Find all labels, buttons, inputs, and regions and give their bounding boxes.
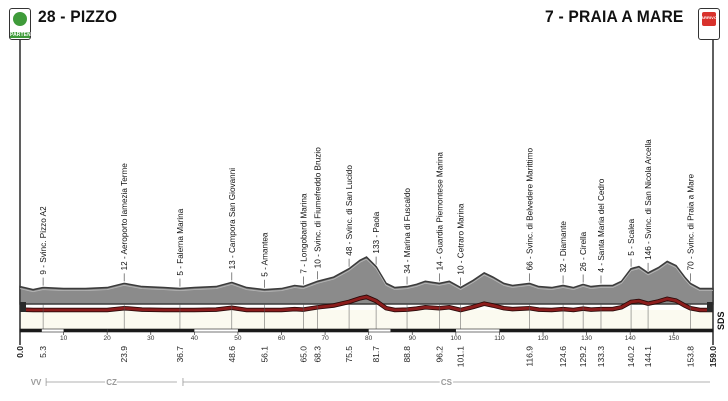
province-code: CZ [106, 378, 117, 387]
distance-label: 101.1 [456, 346, 466, 368]
x-tick-label: 140 [625, 335, 636, 342]
distance-label: 65.0 [298, 346, 308, 363]
km-strip-segment [63, 329, 108, 332]
waypoint-label: 133 - Paola [372, 211, 381, 253]
x-tick-label: 80 [365, 335, 373, 342]
start-badge: PARTENZA [10, 32, 38, 38]
waypoint-label: 5 - Amantea [261, 232, 270, 277]
start-block [20, 302, 26, 312]
distance-label: 75.5 [344, 346, 354, 363]
x-tick-label: 30 [147, 335, 155, 342]
x-tick-label: 50 [234, 335, 242, 342]
distance-label: 81.7 [371, 346, 381, 363]
waypoint-label: 70 - Svinc. di Praia a Mare [686, 173, 695, 270]
distance-label: 133.3 [596, 346, 606, 368]
distance-label: 140.2 [626, 346, 636, 368]
elevation-highlight [19, 258, 713, 293]
waypoint-label: 10 - Cetraro Marina [457, 203, 466, 274]
waypoint-label: 14 - Guardia Piemontese Marina [435, 152, 444, 271]
distance-label: 5.3 [38, 346, 48, 358]
km-strip-dark [259, 329, 347, 332]
waypoint-label: 7 - Longobardi Marina [299, 193, 308, 274]
distance-label: 96.2 [434, 346, 444, 363]
road-line [19, 295, 713, 312]
waypoint-label: 26 - Cirella [579, 231, 588, 271]
x-tick-label: 120 [538, 335, 549, 342]
waypoint-label: 66 - Svinc. di Belvedere Marittimo [526, 148, 535, 271]
distance-label: 0.0 [15, 346, 25, 358]
finish-badge: ARRIVO [701, 15, 718, 20]
x-tick-label: 60 [278, 335, 286, 342]
distance-label: 68.3 [313, 346, 323, 363]
waypoint-label: 32 - Diamante [559, 221, 568, 273]
km-strip-dark [630, 329, 713, 332]
distance-label: 124.6 [558, 346, 568, 368]
km-strip-dark [107, 329, 173, 332]
km-strip-dark [390, 329, 456, 332]
waypoint-label: 5 - Falerna Marina [176, 208, 185, 275]
distance-label: 144.1 [643, 346, 653, 368]
start-flag-icon: PARTENZA [9, 8, 38, 40]
km-strip-segment [499, 329, 544, 332]
distance-label: 116.9 [525, 346, 535, 367]
waypoint-label: 5 - Scalea [627, 218, 636, 255]
waypoint-label: 34 - Marina di Fuscaldo [403, 188, 412, 274]
waypoint-label: 12 - Aeroporto lamezia Terme [120, 163, 129, 271]
x-tick-label: 40 [191, 335, 199, 342]
waypoint-label: 4 - Santa Maria del Cedro [597, 178, 606, 272]
distance-label: 48.6 [227, 346, 237, 363]
distance-label: 159.0 [708, 346, 718, 368]
distance-label: 36.7 [175, 346, 185, 363]
x-tick-label: 20 [104, 335, 112, 342]
x-tick-label: 10 [60, 335, 68, 342]
distance-label: 129.2 [578, 346, 588, 368]
sds-logo: SDS [716, 311, 726, 330]
finish-title: 7 - PRAIA A MARE [545, 7, 684, 26]
x-tick-label: 110 [494, 335, 505, 342]
x-tick-label: 130 [581, 335, 592, 342]
finish-flag-icon: ARRIVO [698, 8, 720, 40]
province-code: VV [31, 378, 42, 387]
x-tick-label: 90 [409, 335, 417, 342]
x-tick-label: 70 [321, 335, 329, 342]
ground-band [20, 310, 713, 329]
x-tick-label: 100 [450, 335, 461, 342]
distance-label: 88.8 [402, 346, 412, 363]
km-strip-dark [20, 329, 42, 332]
distance-label: 23.9 [119, 346, 129, 363]
distance-label: 153.8 [685, 346, 695, 368]
km-strip-dark [543, 329, 609, 332]
waypoint-label: 13 - Campora San Giovanni [228, 168, 237, 270]
waypoint-label: 10 - Svinc. di Fiumefreddo Bruzio [314, 147, 323, 268]
province-code: CS [441, 378, 453, 387]
distance-label: 56.1 [260, 346, 270, 363]
finish-block [707, 302, 713, 312]
start-title: 28 - PIZZO [38, 7, 118, 26]
waypoint-label: 48 - Svinc. di San Lucido [345, 165, 354, 256]
waypoint-label: 9 - Svinc. Pizzo A2 [39, 206, 48, 275]
x-tick-label: 150 [668, 335, 679, 342]
elevation-area [19, 256, 714, 305]
waypoint-label: 146 - Svinc. di San Nicola Arcella [644, 139, 653, 260]
